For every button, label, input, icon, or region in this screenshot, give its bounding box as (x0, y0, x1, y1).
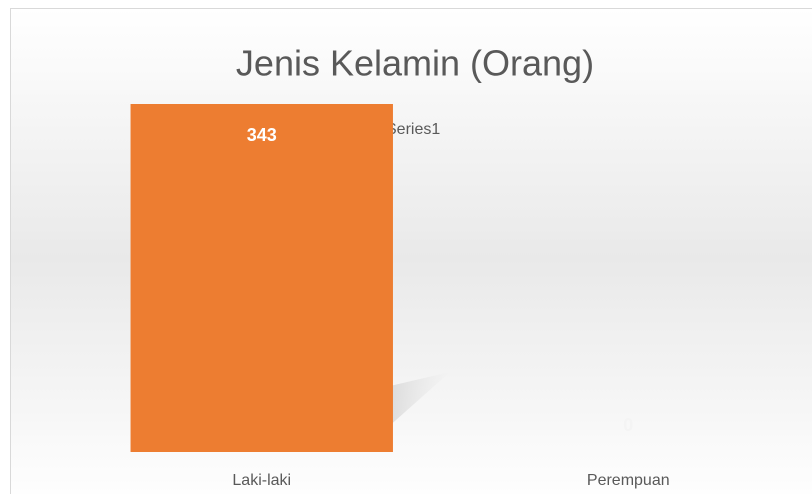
bar (130, 104, 393, 452)
chart-title: Jenis Kelamin (Orang) (236, 43, 594, 84)
x-tick-label: Laki-laki (232, 472, 291, 489)
data-label: 343 (247, 125, 277, 145)
data-label: 0 (623, 415, 633, 435)
legend-label: Series1 (386, 121, 440, 138)
x-tick-label: Perempuan (587, 472, 670, 489)
